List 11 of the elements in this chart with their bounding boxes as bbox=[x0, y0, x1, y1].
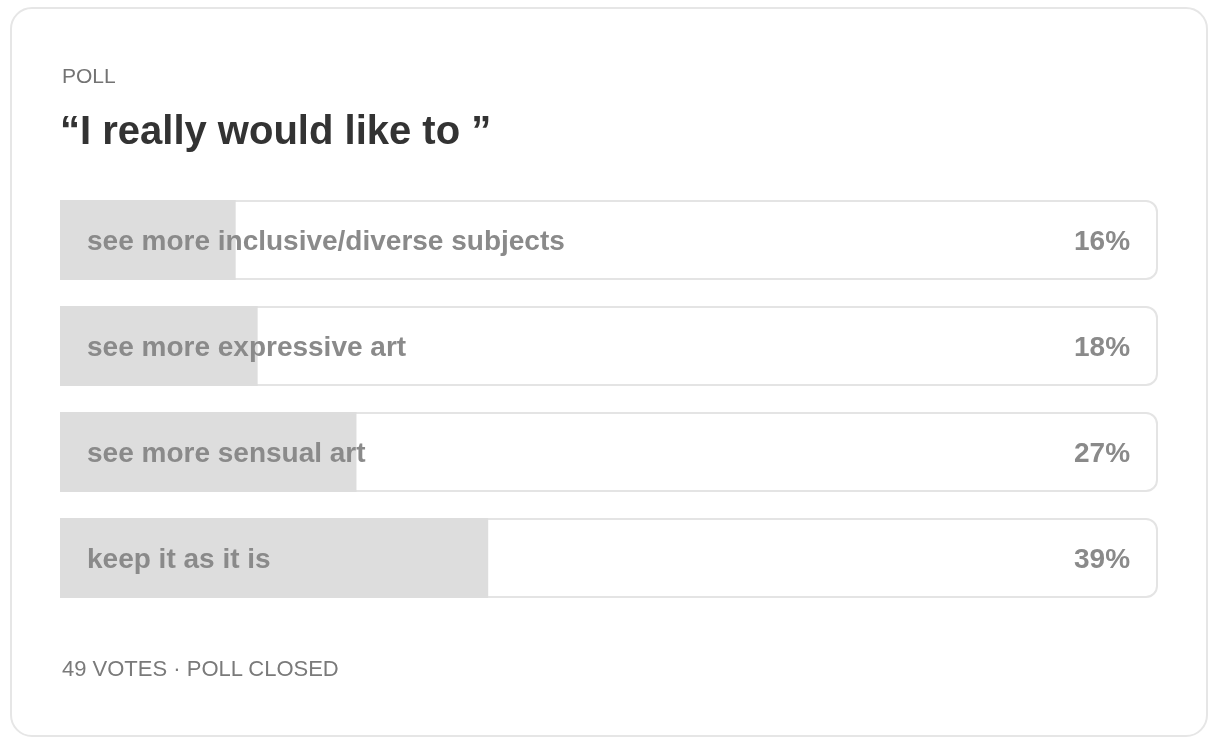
data-label: 18% bbox=[1074, 331, 1131, 362]
y-tick-label: see more inclusive/diverse subjects bbox=[87, 224, 565, 256]
text: 49 VOTES · POLL CLOSED bbox=[62, 656, 339, 681]
data-label: 16% bbox=[1074, 225, 1131, 256]
y-tick-label: keep it as it is bbox=[87, 542, 271, 574]
chart-title: “I really would like to ” bbox=[60, 108, 492, 152]
data-label: 39% bbox=[1074, 543, 1131, 574]
y-tick-label: see more expressive art bbox=[87, 330, 407, 362]
y-tick-label: see more sensual art bbox=[87, 436, 366, 468]
data-label: 27% bbox=[1074, 437, 1131, 468]
chart-subtitle: POLL bbox=[62, 64, 116, 87]
